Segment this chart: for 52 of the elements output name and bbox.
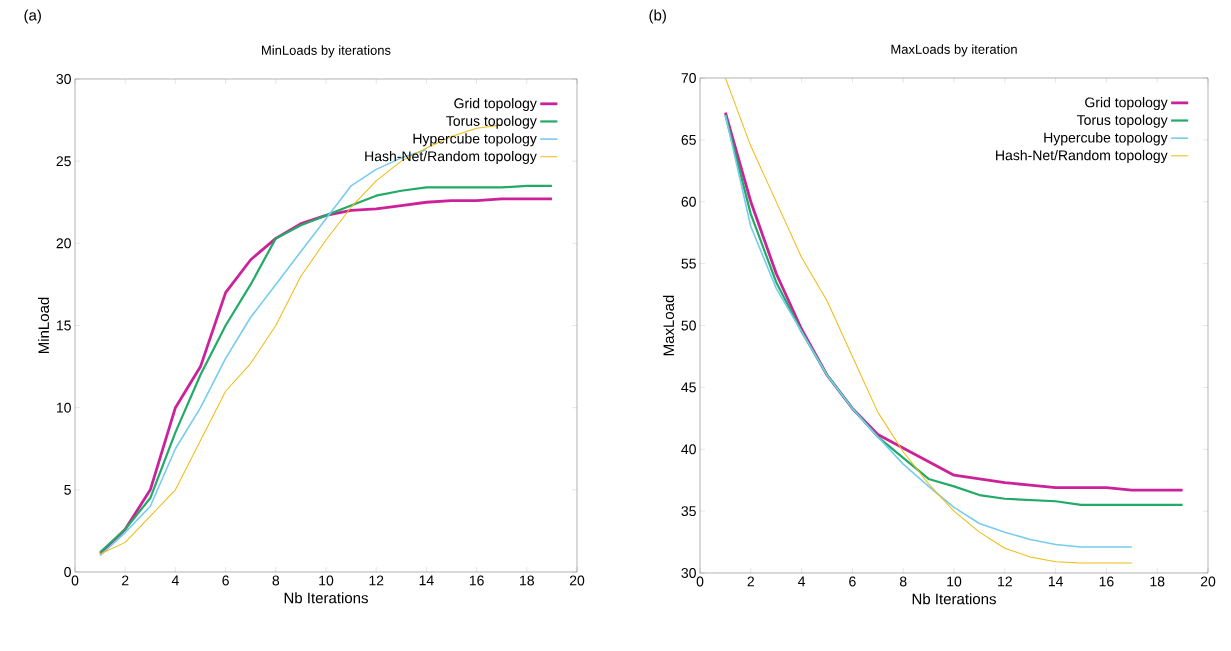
x-tick-label: 16 bbox=[1099, 576, 1114, 587]
x-tick-label: 10 bbox=[319, 575, 334, 586]
x-tick-label: 4 bbox=[171, 575, 179, 586]
chart-title: MinLoads by iterations bbox=[262, 45, 391, 58]
y-axis-title: MaxLoad bbox=[663, 295, 675, 356]
y-tick-label: 0 bbox=[64, 567, 71, 577]
x-tick-label: 6 bbox=[222, 575, 229, 586]
x-tick-label: 0 bbox=[71, 575, 79, 586]
x-tick-label: 14 bbox=[419, 575, 434, 586]
y-tick-label: 50 bbox=[681, 320, 696, 331]
x-tick-label: 14 bbox=[1048, 576, 1063, 587]
x-axis-title: Nb Iterations bbox=[912, 593, 996, 605]
y-axis-title: MinLoad bbox=[38, 297, 50, 354]
y-tick-label: 60 bbox=[681, 196, 696, 207]
x-tick-label: 18 bbox=[520, 575, 534, 586]
x-tick-label: 8 bbox=[899, 576, 907, 587]
x-tick-label: 4 bbox=[798, 576, 806, 587]
x-tick-label: 6 bbox=[849, 576, 856, 587]
y-tick-label: 45 bbox=[681, 382, 696, 393]
x-tick-label: 16 bbox=[469, 575, 484, 586]
text: (b) bbox=[649, 9, 666, 24]
x-tick-label: 8 bbox=[272, 575, 280, 586]
x-tick-label: 0 bbox=[696, 576, 704, 587]
x-tick-label: 18 bbox=[1150, 576, 1165, 587]
x-tick-label: 12 bbox=[998, 576, 1012, 587]
x-tick-label: 20 bbox=[569, 575, 585, 586]
y-tick-label: 10 bbox=[56, 402, 71, 413]
legend-label: Grid topology bbox=[1085, 97, 1168, 111]
y-tick-label: 15 bbox=[56, 320, 71, 331]
y-tick-label: 5 bbox=[64, 484, 71, 495]
y-tick-label: 65 bbox=[681, 134, 696, 145]
x-tick-label: 2 bbox=[122, 575, 129, 586]
x-axis-title: Nb Iterations bbox=[284, 592, 368, 604]
chart-title: MaxLoads by iteration bbox=[891, 44, 1017, 57]
text: (a) bbox=[24, 9, 41, 24]
y-tick-label: 70 bbox=[681, 73, 696, 83]
x-tick-label: 20 bbox=[1200, 576, 1216, 587]
y-tick-label: 25 bbox=[56, 156, 71, 167]
x-tick-label: 12 bbox=[369, 575, 384, 586]
y-tick-label: 35 bbox=[681, 506, 696, 517]
y-tick-label: 20 bbox=[56, 238, 71, 249]
x-tick-label: 10 bbox=[947, 576, 962, 587]
legend-label: Torus topology bbox=[446, 115, 537, 129]
y-tick-label: 55 bbox=[681, 258, 696, 269]
legend-label: Hypercube topology bbox=[1044, 132, 1168, 146]
x-tick-label: 2 bbox=[747, 576, 754, 587]
y-tick-label: 40 bbox=[681, 444, 696, 455]
legend-label: Torus topology bbox=[1076, 114, 1168, 128]
y-tick-label: 30 bbox=[681, 568, 696, 578]
legend-label: Grid topology bbox=[454, 97, 537, 112]
y-tick-label: 30 bbox=[56, 74, 71, 84]
legend-label: Hash-Net/Random topology bbox=[996, 149, 1168, 164]
